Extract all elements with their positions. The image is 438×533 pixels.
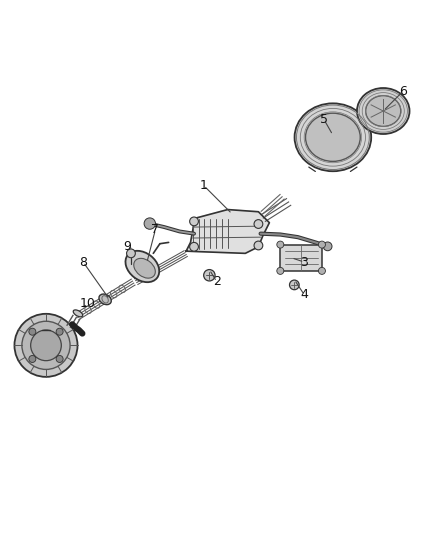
Circle shape [29,328,36,335]
Circle shape [254,241,263,250]
Circle shape [144,218,155,229]
Ellipse shape [294,103,371,171]
Circle shape [254,220,263,229]
Text: 10: 10 [80,297,95,310]
Circle shape [277,268,284,274]
Circle shape [29,356,36,362]
Circle shape [277,241,284,248]
Circle shape [31,330,61,361]
FancyBboxPatch shape [280,245,322,271]
Text: 3: 3 [300,256,308,269]
Circle shape [22,321,70,369]
Text: 6: 6 [399,85,407,98]
Circle shape [323,242,332,251]
Circle shape [204,270,215,281]
Circle shape [318,241,325,248]
Circle shape [14,314,78,377]
Circle shape [56,328,63,335]
Polygon shape [186,209,269,253]
Circle shape [190,243,198,251]
Ellipse shape [134,259,155,278]
Ellipse shape [73,310,83,317]
Text: 5: 5 [320,114,328,126]
Text: 2: 2 [213,276,221,288]
Circle shape [127,249,135,258]
Ellipse shape [357,88,410,134]
Ellipse shape [305,113,360,161]
Circle shape [318,268,325,274]
Circle shape [290,280,299,290]
Ellipse shape [99,294,111,305]
Text: 8: 8 [79,256,87,269]
Ellipse shape [366,96,401,126]
Text: 9: 9 [123,240,131,253]
Ellipse shape [125,251,159,282]
Text: 4: 4 [300,288,308,302]
Circle shape [190,217,198,226]
Circle shape [56,356,63,362]
Text: 7: 7 [152,223,159,236]
Text: 1: 1 [200,179,208,192]
